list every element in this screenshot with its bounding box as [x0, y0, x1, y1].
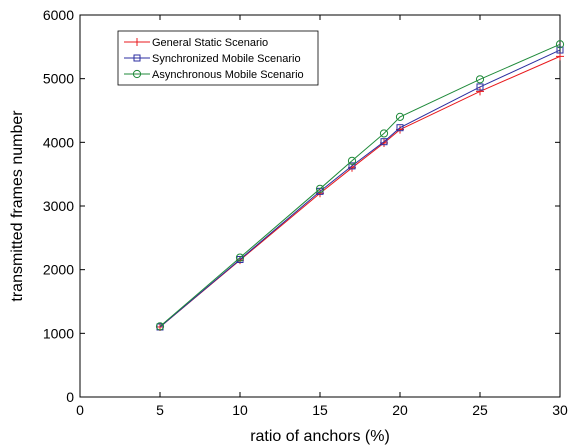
series-line	[159, 55, 561, 328]
y-tick-label: 2000	[43, 262, 74, 278]
data-point	[133, 54, 141, 62]
y-axis-label: transmitted frames number	[9, 110, 26, 302]
data-point	[475, 75, 485, 84]
series-1	[156, 52, 564, 331]
x-tick-label: 30	[552, 402, 568, 418]
x-tick-label: 0	[76, 402, 84, 418]
legend-label: General Static Scenario	[152, 37, 268, 49]
data-point	[133, 38, 141, 46]
legend-entry: General Static Scenario	[124, 37, 268, 49]
legend: General Static Scenario Synchronized Mobi…	[117, 30, 319, 86]
series-line	[159, 49, 561, 328]
data-point	[556, 46, 564, 54]
series-2	[156, 46, 564, 331]
x-tick-label: 10	[232, 402, 248, 418]
data-point	[347, 156, 357, 165]
x-tick-label: 25	[472, 402, 488, 418]
legend-entry: Asynchronous Mobile Scenario	[124, 69, 304, 81]
data-point	[396, 124, 404, 132]
data-point	[476, 87, 484, 96]
y-tick-label: 6000	[43, 7, 74, 23]
series-line	[159, 43, 561, 327]
legend-label: Synchronized Mobile Scenario	[152, 53, 301, 65]
data-point	[132, 69, 142, 79]
series-3	[155, 40, 565, 331]
y-tick-label: 0	[66, 389, 74, 405]
x-axis-label: ratio of anchors (%)	[250, 428, 390, 445]
y-tick-label: 4000	[43, 134, 74, 150]
y-tick-label: 1000	[43, 325, 74, 341]
x-tick-label: 20	[392, 402, 408, 418]
y-tick-label: 3000	[43, 198, 74, 214]
data-point	[556, 52, 564, 61]
data-point	[348, 162, 356, 170]
legend-label: Asynchronous Mobile Scenario	[152, 69, 304, 81]
data-point	[395, 112, 405, 121]
data-point	[155, 322, 165, 331]
legend-box	[117, 30, 319, 86]
data-point	[235, 253, 245, 262]
data-point	[380, 138, 388, 146]
x-tick-label: 5	[156, 402, 164, 418]
data-point	[555, 40, 565, 49]
data-point	[476, 83, 484, 91]
y-tick-label: 5000	[43, 71, 74, 87]
legend-entry: Synchronized Mobile Scenario	[124, 53, 301, 65]
data-point	[315, 184, 325, 193]
x-tick-label: 15	[312, 402, 328, 418]
data-point	[379, 129, 389, 138]
